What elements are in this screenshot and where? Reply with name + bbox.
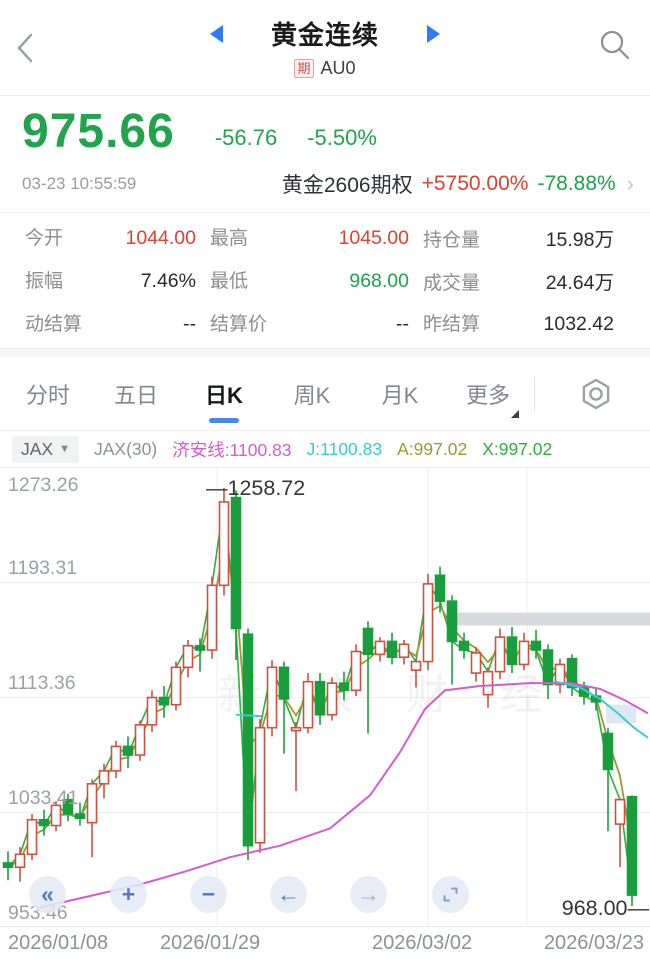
x-axis-label: 2026/03/02 [372,932,473,954]
stat-label: 持仓量 [423,230,481,251]
tab-five-day[interactable]: 五日 [113,382,158,408]
header: 黄金连续 期 AU0 [0,0,650,96]
stat-value-open-interest: 15.98万 [545,229,614,251]
stat-value-volume: 24.64万 [545,272,614,294]
stat-value-prev-settle: 1032.42 [543,313,615,335]
svg-text:1273.26: 1273.26 [8,474,79,496]
tab-monthly-k[interactable]: 月K [381,382,419,408]
title-block: 黄金连续 期 AU0 [0,0,650,79]
page-title: 黄金连续 [270,20,379,50]
indicator-name: JAX(30) [94,438,158,459]
stat-label: 动结算 [25,314,83,335]
related-option-down-pct: -78.88% [537,172,616,195]
futures-badge: 期 [294,59,314,78]
more-caret-icon [511,410,519,418]
indicator-selector[interactable]: JAX ▼ [12,435,79,463]
fast-backward-button[interactable]: « [29,876,66,913]
caret-down-icon: ▼ [59,443,70,455]
x-axis-label: 2026/03/23 [543,932,644,954]
related-option-link[interactable]: 黄金2606期权 +5750.00% -78.88% › [282,169,634,199]
x-axis-label: 2026/01/29 [160,932,261,954]
stats-grid: 今开 1044.00 最高 1045.00 持仓量 15.98万 振幅 7.46% 最低… [0,212,650,348]
stat-value-dyn-settle: -- [183,313,196,335]
tab-minute[interactable]: 分时 [25,382,70,408]
price-change-pct: -5.50% [307,125,377,150]
stat-value-open: 1044.00 [125,227,197,249]
zoom-out-button[interactable]: − [190,876,227,913]
period-tabs: 分时 五日 日K 周K 月K 更多 [0,357,650,431]
stat-label: 最低 [210,271,249,292]
stat-label: 成交量 [423,273,481,294]
stat-value-high: 1045.00 [338,227,410,249]
tab-weekly-k[interactable]: 周K [293,382,331,408]
price-change: -56.76 [214,125,278,150]
search-icon[interactable] [598,28,632,62]
stat-value-amplitude: 7.46% [140,270,196,292]
svg-text:1033.41: 1033.41 [8,787,79,809]
chart-area: 新浪财经 1273.26 1193.31 1113.36 1033.41 953.46 —1… [0,467,650,927]
tabs-divider [534,376,535,411]
stat-label: 最高 [210,228,249,249]
section-divider [0,348,650,357]
tab-daily-k[interactable]: 日K [180,357,268,430]
stat-value-low: 968.00 [349,270,409,292]
pan-right-button[interactable]: → [350,876,387,913]
legend-a-value: A:997.02 [397,438,468,459]
reset-view-icon [443,887,458,902]
next-contract-icon[interactable] [427,24,440,43]
related-option-name: 黄金2606期权 [281,174,413,197]
svg-text:968.00—: 968.00— [562,896,650,920]
security-code: AU0 [320,58,356,78]
prev-contract-icon[interactable] [209,24,223,43]
candlestick-chart[interactable]: 新浪财经1273.261193.311113.361033.41953.46—1… [0,467,650,927]
x-axis-label: 2026/01/08 [8,932,109,954]
zoom-in-button[interactable]: + [110,876,147,913]
last-price: 975.66 [22,105,175,158]
legend-j-value: J:1100.83 [306,438,383,459]
legend-x-value: X:997.02 [482,438,553,459]
x-axis: 2026/01/08 2026/01/29 2026/03/02 2026/03… [0,927,650,964]
tab-more[interactable]: 更多 [444,357,532,430]
stat-label: 结算价 [210,314,268,335]
back-icon[interactable] [12,30,38,66]
pan-left-button[interactable]: ← [270,876,307,913]
stat-label: 昨结算 [423,314,481,335]
reset-view-button[interactable] [432,876,469,913]
svg-text:—1258.72: —1258.72 [206,476,305,500]
chart-settings-gear-icon[interactable] [579,377,613,411]
svg-text:1193.31: 1193.31 [8,557,77,579]
stat-label: 振幅 [25,271,64,292]
stat-label: 今开 [25,228,64,249]
chevron-right-icon: › [626,171,634,196]
quote-timestamp: 03-23 10:55:59 [22,174,137,193]
svg-text:1113.36: 1113.36 [8,672,76,694]
related-option-up-pct: +5750.00% [421,172,529,195]
indicator-legend: JAX ▼ JAX(30) 济安线:1100.83 J:1100.83 A:99… [0,431,650,467]
legend-jian-value: 济安线:1100.83 [172,439,292,460]
quote-section: 975.66 -56.76 -5.50% 03-23 10:55:59 黄金26… [0,96,650,212]
stat-value-settle: -- [396,313,409,335]
